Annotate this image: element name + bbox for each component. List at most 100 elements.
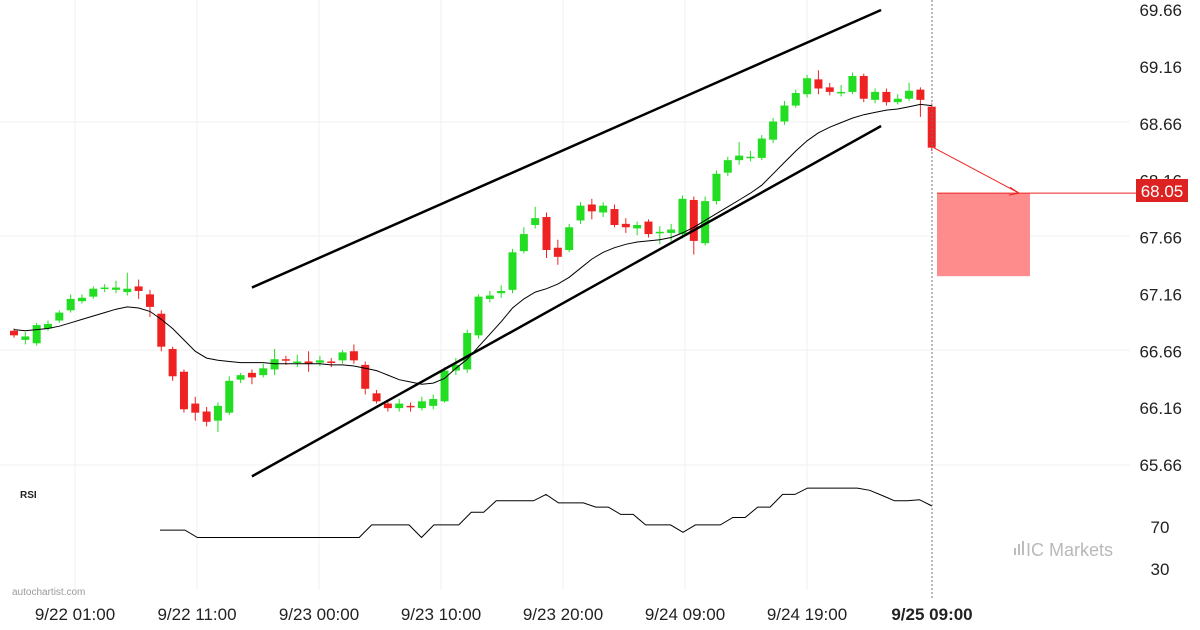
candle-up	[531, 218, 540, 225]
forecast-arrowhead	[1008, 186, 1021, 196]
candle-up	[55, 312, 64, 321]
candle-up	[655, 231, 664, 234]
candle-up	[270, 359, 279, 370]
candle-up	[417, 401, 426, 409]
channel-upper-line	[251, 8, 882, 289]
candle-down	[406, 405, 415, 408]
candle-down	[610, 209, 619, 225]
rsi-tick-label: 30	[1151, 560, 1170, 579]
candle-up	[21, 336, 30, 340]
rsi-panel: 70 30	[160, 487, 1170, 579]
candle-down	[882, 91, 891, 103]
candle-up	[225, 380, 234, 413]
candle-up	[746, 156, 755, 159]
y-tick-label: 67.16	[1139, 285, 1182, 304]
logo-ic: IC	[1026, 540, 1044, 560]
logo-bar	[1014, 548, 1016, 555]
candle-down	[621, 223, 630, 228]
y-tick-label: 67.66	[1139, 229, 1182, 248]
candle-down	[927, 106, 936, 148]
y-tick-label: 68.66	[1139, 115, 1182, 134]
candle-up	[66, 298, 75, 311]
candle-up	[803, 78, 812, 95]
x-tick-label: 9/24 09:00	[645, 605, 725, 624]
candle-down	[304, 361, 313, 364]
y-tick-label: 66.66	[1139, 342, 1182, 361]
y-axis: 69.6669.1668.6668.1667.6667.1666.6666.16…	[1139, 1, 1182, 475]
candle-up	[485, 295, 494, 299]
y-tick-label: 69.66	[1139, 1, 1182, 20]
candle-up	[293, 361, 302, 363]
candle-down	[191, 403, 200, 413]
candle-down	[349, 351, 358, 361]
x-tick-label: 9/22 01:00	[35, 605, 115, 624]
candle-up	[712, 173, 721, 202]
brand-logo: IC Markets	[1014, 540, 1113, 560]
candle-down	[825, 87, 834, 92]
candle-down	[689, 199, 698, 241]
candle-up	[757, 138, 766, 158]
candle-up	[678, 198, 687, 235]
target-zone	[937, 193, 1030, 277]
candle-up	[905, 90, 914, 99]
candle-up	[463, 333, 472, 370]
candle-up	[791, 93, 800, 106]
candle-down	[916, 89, 925, 100]
candle-up	[893, 98, 902, 103]
candle-up	[259, 368, 268, 376]
candle-up	[723, 160, 732, 173]
candle-down	[542, 217, 551, 251]
candle-down	[587, 204, 596, 212]
current-price-badge	[1136, 179, 1188, 202]
candle-up	[519, 234, 528, 252]
candle-down	[10, 330, 18, 336]
rsi-tick-label: 70	[1151, 518, 1170, 537]
candle-down	[859, 75, 868, 99]
x-axis: 9/22 01:00 9/22 11:00 9/23 00:00 9/23 10:00…	[35, 605, 973, 624]
logo-bar	[1018, 544, 1020, 555]
candle-up	[236, 375, 245, 380]
candle-up	[429, 399, 438, 406]
candle-up	[123, 288, 132, 293]
candle-up	[780, 105, 789, 122]
candle-up	[440, 370, 449, 402]
candle-up	[735, 155, 744, 161]
x-tick-label: 9/23 00:00	[279, 605, 359, 624]
logo-bar	[1022, 541, 1024, 555]
candle-up	[837, 91, 846, 94]
forecast-layer	[933, 147, 1021, 196]
candle-up	[338, 352, 347, 361]
candle-down	[383, 403, 392, 409]
x-tick-label: 9/23 10:00	[401, 605, 481, 624]
candle-down	[814, 79, 823, 89]
y-tick-label: 66.16	[1139, 399, 1182, 418]
x-tick-label: 9/23 20:00	[523, 605, 603, 624]
candles	[10, 70, 936, 433]
candle-down	[168, 348, 177, 377]
candle-up	[871, 91, 880, 100]
candle-down	[179, 371, 188, 410]
candle-down	[644, 221, 653, 235]
x-tick-label: 9/22 11:00	[157, 605, 236, 624]
candle-up	[769, 121, 778, 140]
candle-down	[157, 313, 166, 347]
candle-up	[667, 229, 676, 233]
candle-down	[372, 393, 381, 402]
candle-up	[213, 405, 222, 421]
grid	[0, 0, 1130, 590]
candle-up	[89, 288, 98, 297]
candle-down	[281, 359, 290, 361]
rsi-line	[160, 487, 933, 539]
candle-up	[77, 297, 86, 302]
candle-up	[701, 201, 710, 244]
rsi-label: RSI	[20, 490, 37, 501]
candle-down	[361, 364, 370, 389]
candle-up	[565, 227, 574, 251]
candle-down	[327, 361, 336, 363]
candle-down	[202, 411, 211, 422]
candle-up	[576, 205, 585, 221]
candle-down	[145, 294, 154, 307]
candle-up	[111, 287, 120, 290]
y-tick-label: 69.16	[1139, 58, 1182, 77]
candle-up	[599, 205, 608, 213]
